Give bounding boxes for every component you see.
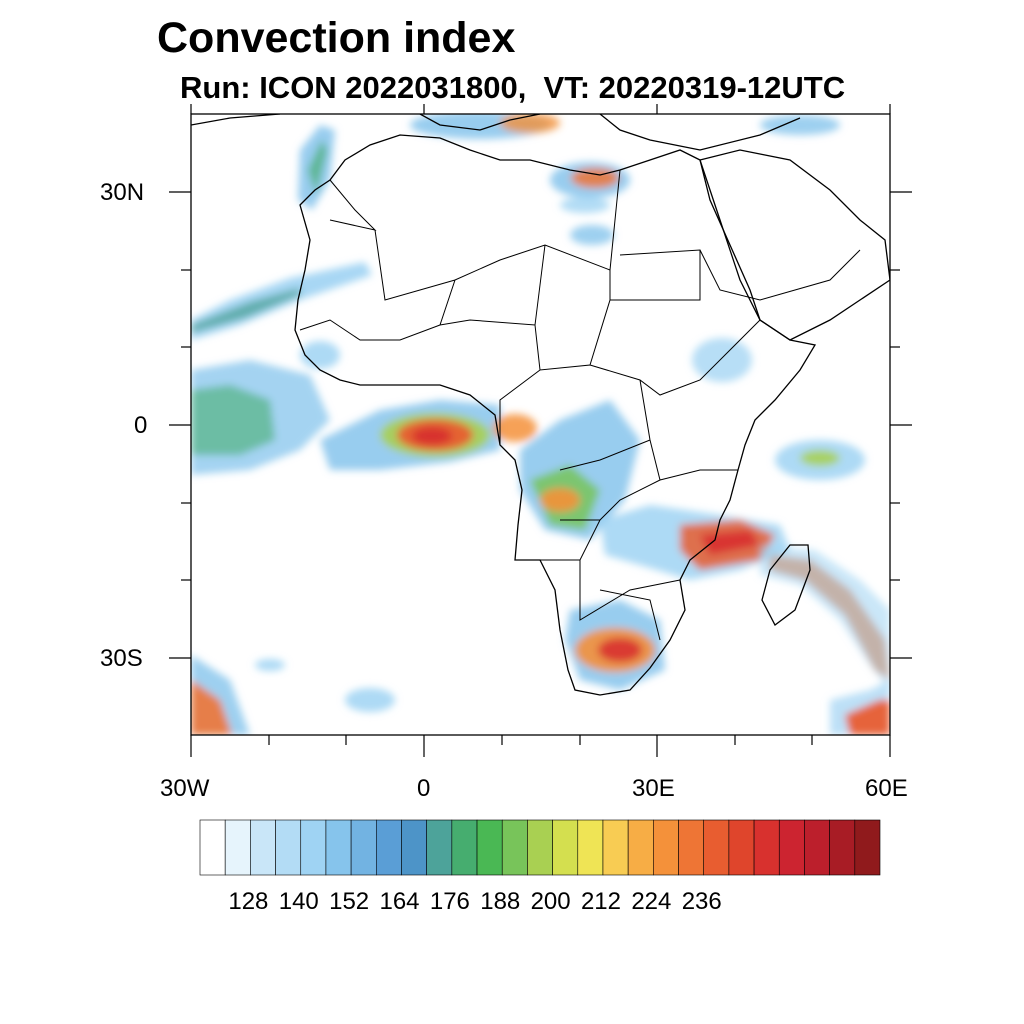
colorbar-swatch-10 xyxy=(451,819,478,876)
field-morocco-core xyxy=(308,140,327,195)
europe-coastline xyxy=(191,114,801,151)
field-angola-hot xyxy=(540,488,580,512)
africa-coastline xyxy=(294,134,817,696)
colorbar-swatch-14 xyxy=(552,819,579,876)
colorbar-label-152: 152 xyxy=(329,888,370,915)
colorbar-swatch-26 xyxy=(854,819,881,876)
country-borders xyxy=(299,169,861,641)
colorbar-swatch-17 xyxy=(627,819,654,876)
field-ethiopia xyxy=(692,338,752,382)
colorbar-label-128: 128 xyxy=(228,888,269,915)
field-satl-small xyxy=(255,659,285,671)
colorbar-swatch-25 xyxy=(829,819,856,876)
colorbar-swatch-6 xyxy=(350,819,377,876)
madagascar-coastline xyxy=(761,544,811,626)
field-se-core xyxy=(845,700,890,735)
lon-label-0: 0 xyxy=(417,775,431,802)
field-ne-med xyxy=(760,115,840,135)
map-title: Convection index xyxy=(157,14,516,62)
colorbar-swatch-2 xyxy=(250,819,276,876)
lon-label-30e: 30E xyxy=(632,775,675,802)
axis-ticks xyxy=(169,104,912,757)
field-nw-plume-core xyxy=(191,288,300,333)
colorbar-label-212: 212 xyxy=(580,888,621,915)
colorbar-swatch-5 xyxy=(325,819,352,876)
colorbar-swatch-8 xyxy=(401,819,427,876)
colorbar-swatch-20 xyxy=(703,819,730,876)
colorbar-swatch-16 xyxy=(602,819,629,876)
colorbar-label-140: 140 xyxy=(278,888,319,915)
lat-label-30s: 30S xyxy=(100,645,143,672)
colorbar-swatch-11 xyxy=(476,819,503,876)
colorbar-label-188: 188 xyxy=(480,888,521,915)
lon-label-30w: 30W xyxy=(160,775,210,802)
colorbar-swatch-15 xyxy=(577,819,604,876)
field-sa-core xyxy=(598,638,642,662)
lat-label-0: 0 xyxy=(134,412,148,439)
colorbar-swatch-13 xyxy=(527,819,553,876)
colorbar-swatch-12 xyxy=(501,819,528,876)
colorbar-swatch-0 xyxy=(199,819,226,876)
field-east-io-core xyxy=(800,450,840,466)
colorbar-label-176: 176 xyxy=(429,888,470,915)
field-moz-core xyxy=(700,530,760,555)
lon-label-60e: 60E xyxy=(865,775,908,802)
field-satl-small2 xyxy=(345,688,395,712)
field-gabon xyxy=(493,414,537,442)
colorbar-swatch-24 xyxy=(804,819,830,876)
colorbar-swatch-19 xyxy=(678,819,705,876)
colorbar xyxy=(199,819,881,876)
colorbar-swatch-22 xyxy=(753,819,780,876)
lat-label-30n: 30N xyxy=(100,179,145,206)
colorbar-swatch-3 xyxy=(275,819,302,876)
field-sw-core xyxy=(191,680,232,735)
field-libya-2 xyxy=(560,197,610,213)
colorbar-swatch-18 xyxy=(653,819,679,876)
field-atlantic-core xyxy=(191,385,275,455)
map-subtitle: Run: ICON 2022031800, VT: 20220319-12UTC xyxy=(180,70,846,105)
colorbar-swatch-7 xyxy=(375,819,402,876)
colorbar-swatch-23 xyxy=(778,819,805,876)
arabia-coastline xyxy=(699,149,890,341)
coastlines xyxy=(191,114,890,696)
colorbar-label-200: 200 xyxy=(530,888,571,915)
field-wafrica xyxy=(300,341,340,369)
convection-field xyxy=(191,114,890,735)
colorbar-label-164: 164 xyxy=(379,888,420,915)
colorbar-label-224: 224 xyxy=(631,888,672,915)
colorbar-swatch-9 xyxy=(426,819,453,876)
colorbar-label-236: 236 xyxy=(681,888,722,915)
colorbar-swatch-21 xyxy=(728,819,755,876)
colorbar-swatch-1 xyxy=(224,819,251,876)
field-io-arc-outer xyxy=(760,545,890,690)
colorbar-swatch-4 xyxy=(300,819,327,876)
field-guinea-max xyxy=(412,427,452,445)
field-chad-n xyxy=(570,225,614,245)
